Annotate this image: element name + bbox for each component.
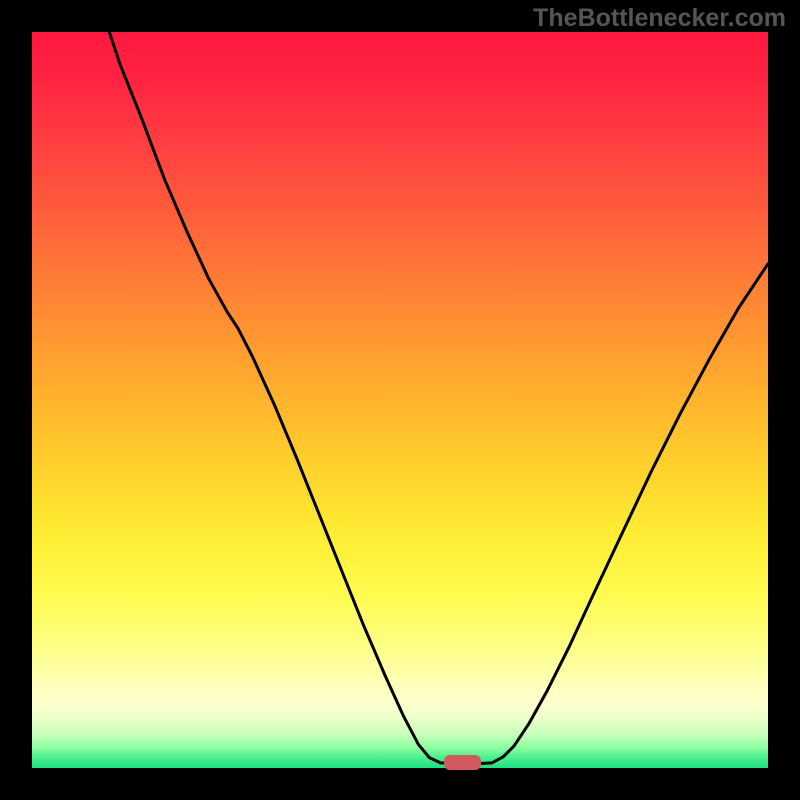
optimum-marker [444,755,481,770]
watermark-text: TheBottlenecker.com [533,4,786,33]
chart-frame: TheBottlenecker.com [0,0,800,800]
plot-area [32,32,768,768]
bottleneck-curve [32,32,768,768]
